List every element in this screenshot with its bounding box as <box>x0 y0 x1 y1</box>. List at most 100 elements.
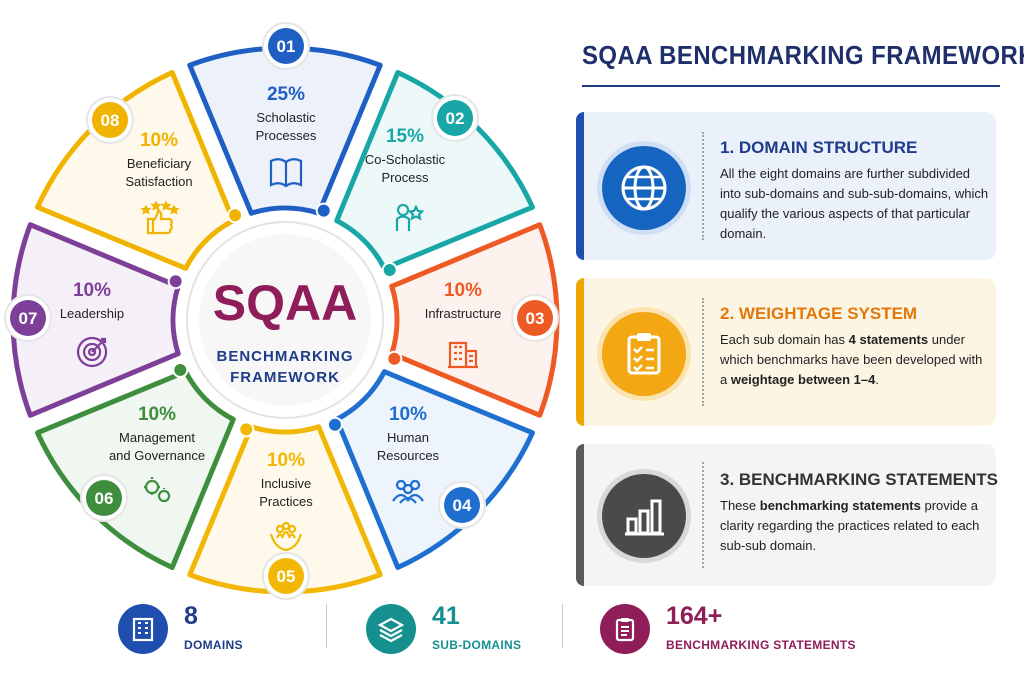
domain-segment-03: 03 10% Infrastructure <box>386 222 560 418</box>
segment-shape <box>187 424 383 595</box>
domain-badge: 04 <box>438 481 486 529</box>
domain-weight: 15% <box>386 126 424 147</box>
segment-shape <box>334 369 536 571</box>
domain-badge: 06 <box>80 474 128 522</box>
domain-weight: 10% <box>140 130 178 151</box>
domain-weight: 10% <box>73 280 111 301</box>
domain-segment-01: 01 25% Scholastic Processes <box>187 22 383 219</box>
stat-label: BENCHMARKING STATEMENTS <box>666 638 856 652</box>
domain-label: Process <box>382 170 429 185</box>
center-subtitle-1: BENCHMARKING <box>217 348 354 365</box>
center-title: SQAA <box>213 275 357 331</box>
wheel-segments: 01 25% Scholastic Processes 02 15% Co-Scholast… <box>4 22 560 600</box>
stat-label: SUB-DOMAINS <box>432 638 522 652</box>
domain-segment-04: 04 10% Human Resources <box>326 369 536 571</box>
card-separator <box>702 298 704 406</box>
card-accent-bar <box>576 444 584 586</box>
domain-number: 02 <box>446 109 465 128</box>
domain-badge: 02 <box>431 94 479 142</box>
hands-people-icon <box>269 521 303 552</box>
domain-label: Processes <box>256 128 317 143</box>
domain-number: 08 <box>101 111 120 130</box>
domain-segment-07: 07 10% Leadership <box>4 222 184 418</box>
card-accent-bar <box>576 278 584 426</box>
domain-weight: 25% <box>267 84 305 105</box>
domain-weight: 10% <box>389 404 427 425</box>
domain-number: 07 <box>19 309 38 328</box>
domain-label: Management <box>119 430 195 445</box>
stat-divider <box>562 604 563 648</box>
domain-weight: 10% <box>267 450 305 471</box>
domain-badge: 07 <box>4 294 52 342</box>
segment-shape <box>10 222 181 418</box>
connector-dot <box>227 207 244 224</box>
bar-chart-icon <box>602 474 686 558</box>
domain-number: 04 <box>453 496 472 515</box>
wheel-center: SQAA BENCHMARKING FRAMEWORK <box>186 221 384 419</box>
domain-segment-06: 06 10% Management and Governance <box>34 361 236 571</box>
center-subtitle-2: FRAMEWORK <box>230 369 340 386</box>
domain-weight: 10% <box>444 280 482 301</box>
domain-weight: 10% <box>138 404 176 425</box>
clipboard-icon <box>600 604 650 654</box>
connector-dot <box>386 350 403 367</box>
domain-label: and Governance <box>109 448 205 463</box>
domain-label: Co-Scholastic <box>365 152 446 167</box>
domain-segment-02: 02 15% Co-Scholastic Process <box>334 69 536 279</box>
building-icon <box>448 341 478 369</box>
card-separator <box>702 132 704 240</box>
person-star-icon <box>395 203 425 231</box>
card-title: 3. BENCHMARKING STATEMENTS <box>720 470 998 489</box>
domain-badge: 03 <box>511 294 559 342</box>
domain-label: Scholastic <box>256 110 316 125</box>
domain-label: Infrastructure <box>425 306 502 321</box>
segment-shape <box>389 222 560 418</box>
connector-dot <box>381 262 398 279</box>
layers-icon <box>366 604 416 654</box>
domain-number: 05 <box>277 567 296 586</box>
card-benchmarking-statements: 3. BENCHMARKING STATEMENTS These benchma… <box>576 444 998 586</box>
stat-number: 41 <box>432 602 460 630</box>
domain-label: Inclusive <box>261 476 312 491</box>
gears-icon <box>144 477 171 503</box>
domain-segment-08: 08 10% Beneficiary Satisfaction <box>34 69 244 271</box>
domain-badge: 01 <box>262 22 310 70</box>
stat-number: 164+ <box>666 602 723 630</box>
domain-label: Satisfaction <box>125 174 192 189</box>
domain-badge: 05 <box>262 552 310 600</box>
stat-label: DOMAINS <box>184 638 243 652</box>
building-icon <box>118 604 168 654</box>
domain-segment-05: 05 10% Inclusive Practices <box>187 421 383 600</box>
thumbs-up-stars-icon <box>140 200 180 235</box>
card-body: All the eight domains are further subdiv… <box>720 166 989 241</box>
segment-shape <box>187 45 383 216</box>
domain-wheel: 01 25% Scholastic Processes 02 15% Co-Scholast… <box>4 22 560 600</box>
title-divider <box>582 85 1000 87</box>
card-body: Each sub domain has 4 statements under w… <box>720 332 983 387</box>
connector-dot <box>172 361 189 378</box>
globe-icon <box>602 146 686 230</box>
stats-row: 8 DOMAINS 41 SUB-DOMAINS 164+ BENCHMARKI… <box>0 596 1024 683</box>
target-icon <box>76 336 108 368</box>
domain-number: 01 <box>277 37 296 56</box>
card-title: 1. DOMAIN STRUCTURE <box>720 138 918 157</box>
card-body: These benchmarking statements provide a … <box>720 498 980 553</box>
people-icon <box>392 479 424 504</box>
connector-dot <box>315 202 332 219</box>
domain-label: Beneficiary <box>127 156 192 171</box>
connector-dot <box>238 421 255 438</box>
connector-dot <box>167 273 184 290</box>
segment-shape <box>34 369 236 571</box>
card-accent-bar <box>576 112 584 260</box>
stat-number: 8 <box>184 602 198 630</box>
segment-shape <box>34 69 236 271</box>
card-domain-structure: 1. DOMAIN STRUCTURE All the eight domain… <box>576 112 996 260</box>
stat-divider <box>326 604 327 648</box>
card-separator <box>702 462 704 568</box>
clipboard-checklist-icon <box>602 312 686 396</box>
book-icon <box>269 158 303 188</box>
card-weightage-system: 2. WEIGHTAGE SYSTEM Each sub domain has … <box>576 278 996 426</box>
domain-number: 06 <box>95 489 114 508</box>
framework-panel: SQAA BENCHMARKING FRAMEWORK <box>576 36 1024 87</box>
domain-badge: 08 <box>86 96 134 144</box>
